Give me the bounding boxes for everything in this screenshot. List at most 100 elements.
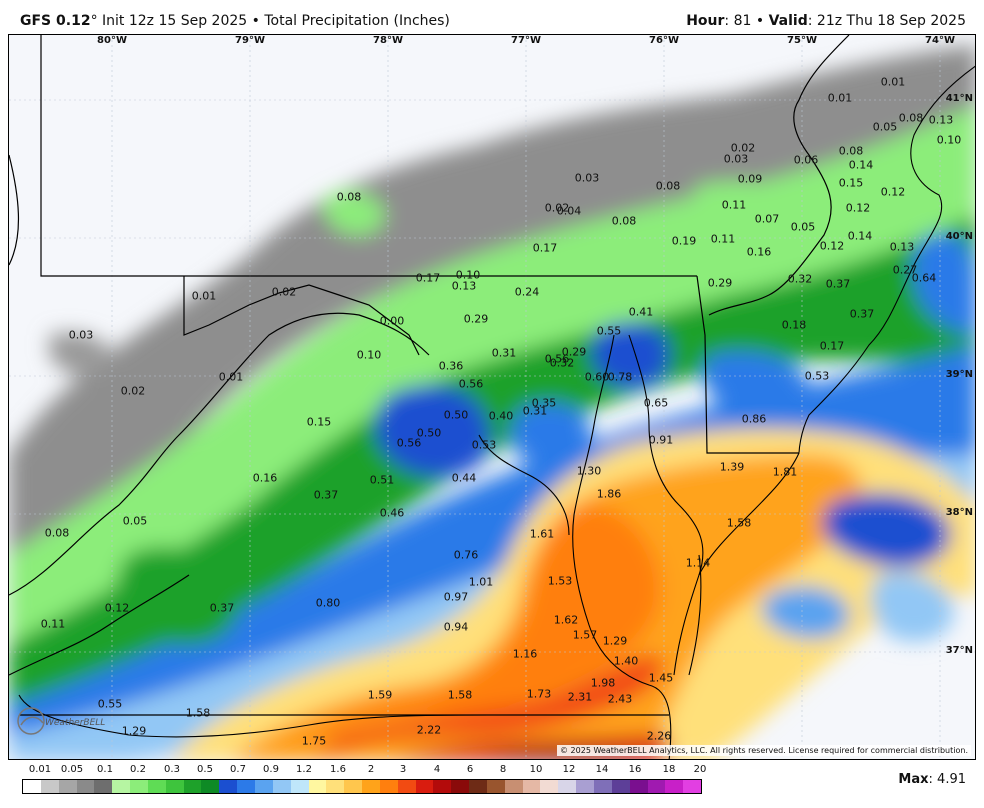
precip-value-label: 1.40: [613, 654, 639, 668]
precip-value-label: 0.56: [458, 377, 484, 391]
colorbar-segment: [647, 780, 666, 793]
precip-value-label: 0.08: [838, 144, 864, 158]
precip-value-label: 0.29: [561, 345, 587, 359]
lat-label-39n: 39°N: [945, 369, 973, 380]
precip-value-label: 0.03: [723, 152, 749, 166]
precip-value-label: 1.73: [526, 687, 552, 701]
precip-value-label: 0.08: [336, 190, 362, 204]
precip-value-label: 0.86: [741, 412, 767, 426]
precip-value-label: 0.35: [531, 396, 557, 410]
colorbar-segment: [183, 780, 202, 793]
precip-value-label: 2.43: [607, 692, 633, 706]
colorbar-tick: 0.7: [230, 764, 246, 775]
precip-value-label: 0.51: [369, 473, 395, 487]
precip-value-label: 0.02: [544, 201, 570, 215]
precip-value-label: 0.08: [611, 214, 637, 228]
lon-label-77w: 77°W: [511, 35, 541, 46]
precip-value-label: 0.13: [451, 279, 477, 293]
colorbar: [22, 779, 702, 794]
precip-value-label: 0.50: [416, 426, 442, 440]
precip-value-label: 0.01: [880, 75, 906, 89]
colorbar-tick: 6: [466, 764, 474, 775]
colorbar-segment: [147, 780, 166, 793]
precip-value-label: 0.06: [793, 153, 819, 167]
colorbar-segment: [683, 780, 702, 793]
weatherbell-logo: WeatherBELL: [17, 707, 105, 735]
precip-value-label: 2.31: [567, 690, 593, 704]
precip-value-label: 0.56: [396, 436, 422, 450]
precip-value-label: 1.39: [719, 460, 745, 474]
colorbar-segment: [201, 780, 220, 793]
precip-value-label: 0.17: [415, 271, 441, 285]
precip-value-label: 0.78: [607, 370, 633, 384]
colorbar-tick: 3: [399, 764, 407, 775]
lon-label-78w: 78°W: [373, 35, 403, 46]
colorbar-segment: [130, 780, 148, 793]
valid-value: 21z Thu 18 Sep 2025: [816, 13, 966, 29]
colorbar-tick: 0.1: [97, 764, 113, 775]
lon-label-75w: 75°W: [787, 35, 817, 46]
precip-value-label: 0.44: [451, 471, 477, 485]
colorbar-segment: [112, 780, 131, 793]
lat-label-38n: 38°N: [945, 507, 973, 518]
separator-2: •: [755, 13, 765, 29]
precip-value-label: 0.09: [737, 172, 763, 186]
colorbar-segment: [665, 780, 684, 793]
colorbar-segment: [23, 780, 41, 793]
colorbar-tick: 0.05: [60, 764, 84, 775]
precipitation-map[interactable]: 80°W 79°W 78°W 77°W 76°W 75°W 74°W 41°N …: [8, 34, 976, 760]
precip-value-label: 0.80: [315, 596, 341, 610]
precip-value-label: 0.01: [827, 91, 853, 105]
precip-value-label: 0.01: [191, 289, 217, 303]
colorbar-segment: [594, 780, 612, 793]
lon-label-76w: 76°W: [649, 35, 679, 46]
precip-value-label: 0.15: [306, 415, 332, 429]
precip-value-label: 0.02: [271, 285, 297, 299]
colorbar-tick: 8: [499, 764, 507, 775]
precip-value-label: 0.32: [787, 272, 813, 286]
colorbar-segment: [94, 780, 113, 793]
lon-label-74w: 74°W: [925, 35, 955, 46]
coastline: [18, 65, 975, 759]
model-name: GFS 0.12: [20, 13, 91, 29]
precip-value-label: 0.94: [443, 620, 469, 634]
precip-field: [9, 35, 975, 759]
product-name: Total Precipitation (Inches): [264, 13, 450, 29]
precip-value-label: 0.29: [463, 312, 489, 326]
precip-value-label: 0.14: [847, 229, 873, 243]
precip-value-label: 1.58: [447, 688, 473, 702]
colorbar-segment: [469, 780, 487, 793]
colorbar-tick: 0.2: [130, 764, 146, 775]
colorbar-segment: [397, 780, 416, 793]
colorbar-segment: [611, 780, 630, 793]
precip-value-label: 0.00: [379, 314, 405, 328]
precip-value-label: 0.97: [443, 590, 469, 604]
precip-value-label: 1.30: [576, 464, 602, 478]
colorbar-segment: [308, 780, 327, 793]
precip-value-label: 0.32: [549, 356, 575, 370]
precip-value-label: 0.55: [596, 324, 622, 338]
copyright-notice: © 2025 WeatherBELL Analytics, LLC. All r…: [557, 745, 971, 756]
precip-value-label: 1.59: [367, 688, 393, 702]
colorbar-tick: 16: [628, 764, 642, 775]
precip-value-label: 0.18: [781, 318, 807, 332]
precip-value-label: 0.37: [825, 277, 851, 291]
precip-value-label: 0.65: [643, 396, 669, 410]
colorbar-segment: [522, 780, 541, 793]
colorbar-tick: 2: [367, 764, 375, 775]
colorbar-segment: [254, 780, 273, 793]
precip-value-label: 0.91: [648, 433, 674, 447]
lon-label-80w: 80°W: [97, 35, 127, 46]
precip-value-label: 0.16: [252, 471, 278, 485]
valid-time-block: Hour: 81 • Valid: 21z Thu 18 Sep 2025: [686, 13, 966, 29]
precip-value-label: 0.37: [313, 488, 339, 502]
precip-value-label: 0.64: [911, 271, 937, 285]
precip-value-label: 0.37: [849, 307, 875, 321]
precip-value-label: 0.04: [556, 204, 582, 218]
colorbar-tick: 4: [433, 764, 441, 775]
svg-text:WeatherBELL: WeatherBELL: [45, 718, 105, 728]
colorbar-segment: [290, 780, 309, 793]
colorbar-segment: [165, 780, 184, 793]
precip-value-label: 1.58: [185, 706, 211, 720]
colorbar-segment: [504, 780, 523, 793]
